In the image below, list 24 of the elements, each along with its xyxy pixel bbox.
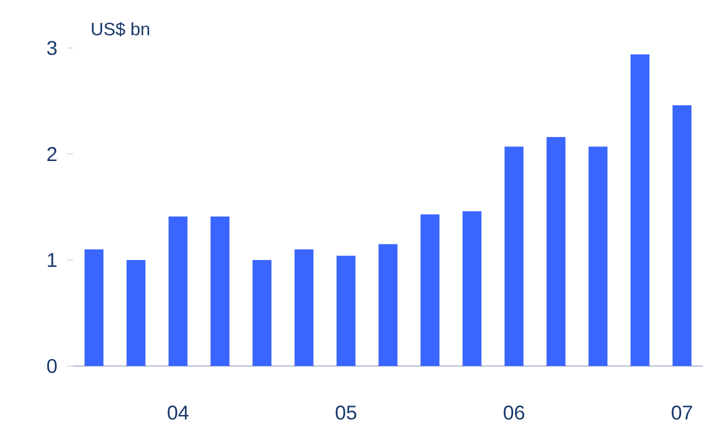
- y-tick-label: 2: [47, 147, 56, 161]
- x-tick-label: 05: [336, 406, 356, 420]
- y-axis-title: US$ bn: [92, 22, 150, 36]
- bar: [630, 54, 650, 366]
- bar: [126, 260, 146, 366]
- bar: [420, 214, 440, 366]
- y-tick-label: 0: [47, 358, 57, 374]
- x-tick-label: 07: [672, 406, 692, 420]
- bar: [84, 249, 104, 366]
- bar: [588, 146, 608, 366]
- bar: [252, 260, 272, 366]
- x-tick-label: 06: [504, 406, 524, 420]
- y-tick-label: 1: [48, 253, 57, 267]
- bar: [210, 216, 230, 366]
- bar: [504, 146, 524, 366]
- bar: [378, 244, 398, 366]
- bar: [294, 249, 314, 366]
- bar: [462, 211, 482, 366]
- bar: [168, 216, 188, 366]
- bar: [546, 137, 566, 366]
- x-tick-label: 04: [168, 406, 188, 420]
- y-tick-label: 3: [47, 40, 57, 56]
- bar: [672, 105, 692, 366]
- bar: [336, 256, 356, 366]
